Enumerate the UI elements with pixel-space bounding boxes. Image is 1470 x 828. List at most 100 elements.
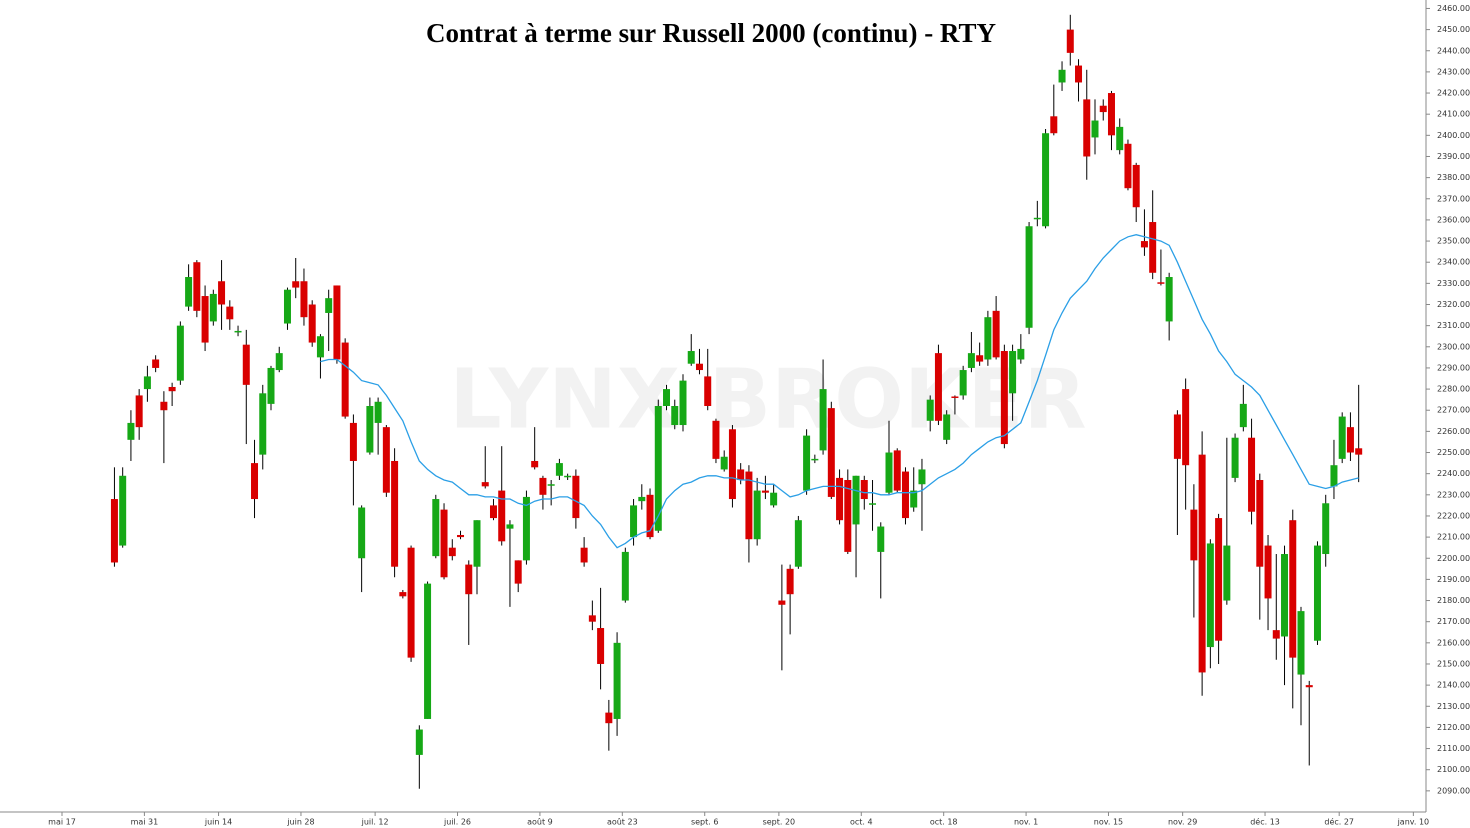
x-tick-label: déc. 27 <box>1324 817 1354 827</box>
candle-body <box>440 509 448 578</box>
candle-body <box>226 306 234 320</box>
candle-body <box>737 469 745 481</box>
candle-body <box>852 475 860 525</box>
candle-body <box>382 427 390 493</box>
y-tick-label: 2260.00 <box>1437 427 1470 436</box>
y-tick-label: 2290.00 <box>1437 363 1470 372</box>
candle-body <box>1017 348 1025 360</box>
y-tick-label: 2460.00 <box>1437 4 1470 13</box>
x-tick-label: juin 14 <box>204 818 232 827</box>
candle-body <box>1223 545 1231 601</box>
candle-body <box>588 615 596 622</box>
candle-body <box>547 484 555 486</box>
candle-body <box>918 469 926 485</box>
candle-body <box>333 285 341 360</box>
candle-body <box>407 547 415 658</box>
candle-body <box>1083 99 1091 157</box>
candle-body <box>489 505 497 519</box>
x-tick-label: sept. 6 <box>691 818 718 827</box>
candle-body <box>687 351 695 364</box>
candle-body <box>1206 543 1214 648</box>
candle-body <box>860 480 868 500</box>
x-tick-label: juin 28 <box>286 818 314 827</box>
candle-body <box>984 317 992 360</box>
candle-body <box>1338 416 1346 459</box>
x-tick-label: déc. 13 <box>1250 817 1280 827</box>
y-tick-label: 2250.00 <box>1437 448 1470 457</box>
candle-body <box>811 458 819 461</box>
y-tick-label: 2440.00 <box>1437 46 1470 55</box>
candle-body <box>943 414 951 440</box>
candle-body <box>1124 143 1132 189</box>
candle-body <box>605 712 613 724</box>
candle-body <box>786 568 794 595</box>
candle-body <box>209 293 217 322</box>
candle-body <box>110 499 118 563</box>
candle-body <box>1000 351 1008 445</box>
candle-body <box>555 463 563 476</box>
y-tick-label: 2090.00 <box>1437 786 1470 795</box>
y-tick-label: 2370.00 <box>1437 194 1470 203</box>
candle-body <box>770 492 778 506</box>
candle-body <box>1099 105 1107 113</box>
candle-body <box>671 406 679 426</box>
x-tick-label: oct. 18 <box>930 818 958 827</box>
candle-body <box>193 262 201 311</box>
candle-body <box>358 507 366 559</box>
candle-body <box>399 592 407 597</box>
candle-body <box>663 389 671 406</box>
candle-body <box>761 490 769 493</box>
y-tick-label: 2340.00 <box>1437 258 1470 267</box>
candle-body <box>218 281 226 305</box>
candle-body <box>967 353 975 368</box>
y-tick-label: 2390.00 <box>1437 152 1470 161</box>
candle-body <box>926 399 934 421</box>
candle-body <box>1256 480 1264 567</box>
candle-body <box>1157 282 1165 284</box>
candle-body <box>481 482 489 487</box>
candle-body <box>1281 554 1289 637</box>
x-tick-label: nov. 29 <box>1168 818 1197 827</box>
candle-body <box>316 336 324 358</box>
x-tick-label: mai 17 <box>48 818 76 827</box>
candle-body <box>424 583 432 719</box>
y-tick-label: 2130.00 <box>1437 702 1470 711</box>
candle-body <box>1025 226 1033 328</box>
candle-body <box>152 359 160 368</box>
candle-body <box>695 363 703 371</box>
candle-body <box>959 370 967 396</box>
candle-body <box>869 503 877 505</box>
y-tick-label: 2450.00 <box>1437 25 1470 34</box>
candle-body <box>251 463 259 500</box>
candle-body <box>374 401 382 423</box>
x-tick-label: janv. 10 <box>1397 818 1430 827</box>
candle-body <box>1033 217 1041 220</box>
candle-body <box>572 475 580 519</box>
x-tick-label: oct. 4 <box>850 818 873 827</box>
candle-body <box>522 496 530 561</box>
y-tick-label: 2120.00 <box>1437 723 1470 732</box>
candle-body <box>794 520 802 567</box>
candle-body <box>712 420 720 459</box>
x-tick-label: août 23 <box>607 818 638 827</box>
y-tick-label: 2240.00 <box>1437 469 1470 478</box>
y-tick-label: 2150.00 <box>1437 659 1470 668</box>
candle-body <box>1140 241 1148 248</box>
candle-body <box>1066 29 1074 53</box>
x-tick-label: août 9 <box>527 818 553 827</box>
candle-body <box>135 395 143 428</box>
candle-body <box>1182 389 1190 466</box>
candle-body <box>1149 222 1157 273</box>
candle-body <box>803 435 811 491</box>
candle-body <box>704 376 712 406</box>
candle-body <box>1322 503 1330 555</box>
candle-body <box>366 406 374 453</box>
candle-body <box>1107 93 1115 136</box>
y-tick-label: 2360.00 <box>1437 215 1470 224</box>
y-tick-label: 2310.00 <box>1437 321 1470 330</box>
y-tick-label: 2300.00 <box>1437 342 1470 351</box>
candle-body <box>728 429 736 500</box>
candle-body <box>242 344 250 385</box>
candle-body <box>992 310 1000 358</box>
